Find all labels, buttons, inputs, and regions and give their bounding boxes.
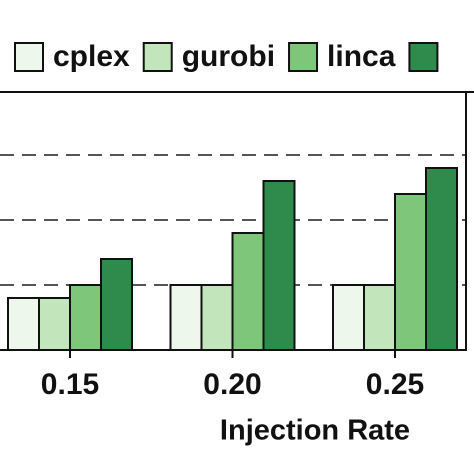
legend-swatch (14, 42, 44, 72)
bar (363, 284, 396, 351)
legend-swatch (288, 42, 319, 72)
legend-swatch (408, 42, 439, 72)
bar (7, 297, 40, 351)
bar (262, 180, 296, 351)
bar (100, 258, 133, 351)
x-tick-label: 0.20 (203, 368, 261, 401)
x-tick-label: 0.25 (366, 368, 424, 401)
bar (394, 193, 427, 351)
x-axis-label: Injection Rate (220, 415, 410, 447)
bar (231, 232, 265, 351)
legend-label: gurobi (182, 40, 275, 73)
legend-label: cplex (53, 40, 130, 73)
x-tick-label: 0.15 (41, 368, 99, 401)
bar (169, 284, 203, 351)
bar (332, 284, 365, 351)
bar (425, 167, 458, 351)
legend-swatch (142, 42, 173, 72)
bar (200, 284, 234, 351)
bar (69, 284, 102, 351)
bar (38, 297, 71, 351)
legend-label: linca (327, 40, 396, 73)
